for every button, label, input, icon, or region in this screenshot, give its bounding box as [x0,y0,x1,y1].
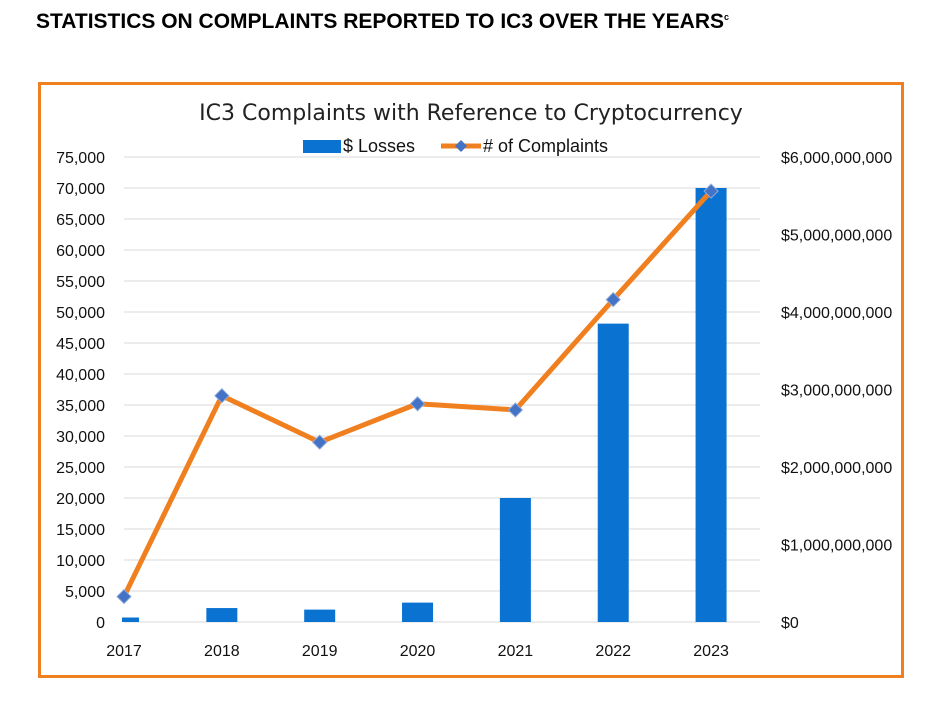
y-left-tick-label: 40,000 [56,367,105,384]
y-left-tick-label: 45,000 [56,336,105,353]
complaints-marker [703,183,719,199]
loss-bar [304,609,336,622]
loss-bar [122,617,139,622]
line-series [116,183,719,605]
x-tick-label: 2018 [204,643,240,660]
y-right-tick-label: $1,000,000,000 [781,538,892,555]
axis-labels: 0 5,000 10,000 15,000 20,000 25,000 30,000 35,0… [56,150,892,660]
complaints-marker [409,396,426,412]
footnote-marker: c [724,12,730,22]
y-left-tick-label: 0 [96,615,105,632]
page-title: STATISTICS ON COMPLAINTS REPORTED TO IC3… [36,10,729,34]
x-tick-label: 2023 [693,643,729,660]
y-left-tick-label: 30,000 [56,429,105,446]
y-left-tick-label: 5,000 [65,584,105,601]
complaints-marker [605,291,621,308]
y-left-tick-label: 10,000 [56,553,105,570]
legend-bar-swatch [303,140,341,153]
x-tick-label: 2020 [400,643,436,660]
y-left-tick-label: 75,000 [56,150,105,167]
x-tick-label: 2017 [106,643,142,660]
bar-series [122,188,727,622]
legend-label-losses: $ Losses [343,136,415,156]
loss-bar [597,323,629,622]
y-left-tick-label: 70,000 [56,181,105,198]
chart-legend: $ Losses # of Complaints [303,136,608,156]
complaints-marker [311,434,328,450]
y-left-tick-label: 35,000 [56,398,105,415]
loss-bar [499,498,531,622]
y-right-tick-label: $6,000,000,000 [781,150,892,167]
y-right-tick-label: $3,000,000,000 [781,383,892,400]
complaints-marker [214,387,230,404]
x-tick-label: 2019 [302,643,338,660]
legend-marker-swatch [455,140,467,152]
page-title-text: STATISTICS ON COMPLAINTS REPORTED TO IC3… [36,10,725,33]
y-right-tick-label: $5,000,000,000 [781,228,892,245]
y-left-tick-label: 60,000 [56,243,105,260]
complaints-marker [116,588,132,605]
loss-bar [695,188,727,622]
loss-bar [206,608,238,622]
chart-frame: IC3 Complaints with Reference to Cryptoc… [38,82,904,678]
x-tick-label: 2021 [498,643,534,660]
y-right-tick-label: $2,000,000,000 [781,460,892,477]
loss-bar [402,602,434,622]
complaints-marker [507,402,524,418]
gridlines [124,156,760,623]
y-left-tick-label: 25,000 [56,460,105,477]
x-tick-label: 2022 [595,643,631,660]
y-left-tick-label: 15,000 [56,522,105,539]
y-left-tick-label: 50,000 [56,305,105,322]
y-right-tick-label: $4,000,000,000 [781,305,892,322]
y-left-tick-label: 55,000 [56,274,105,291]
combo-chart: IC3 Complaints with Reference to Cryptoc… [56,101,892,660]
chart-title: IC3 Complaints with Reference to Cryptoc… [199,101,743,126]
y-left-tick-label: 65,000 [56,212,105,229]
y-right-tick-label: $0 [781,615,799,632]
y-left-tick-label: 20,000 [56,491,105,508]
legend-label-complaints: # of Complaints [483,136,608,156]
